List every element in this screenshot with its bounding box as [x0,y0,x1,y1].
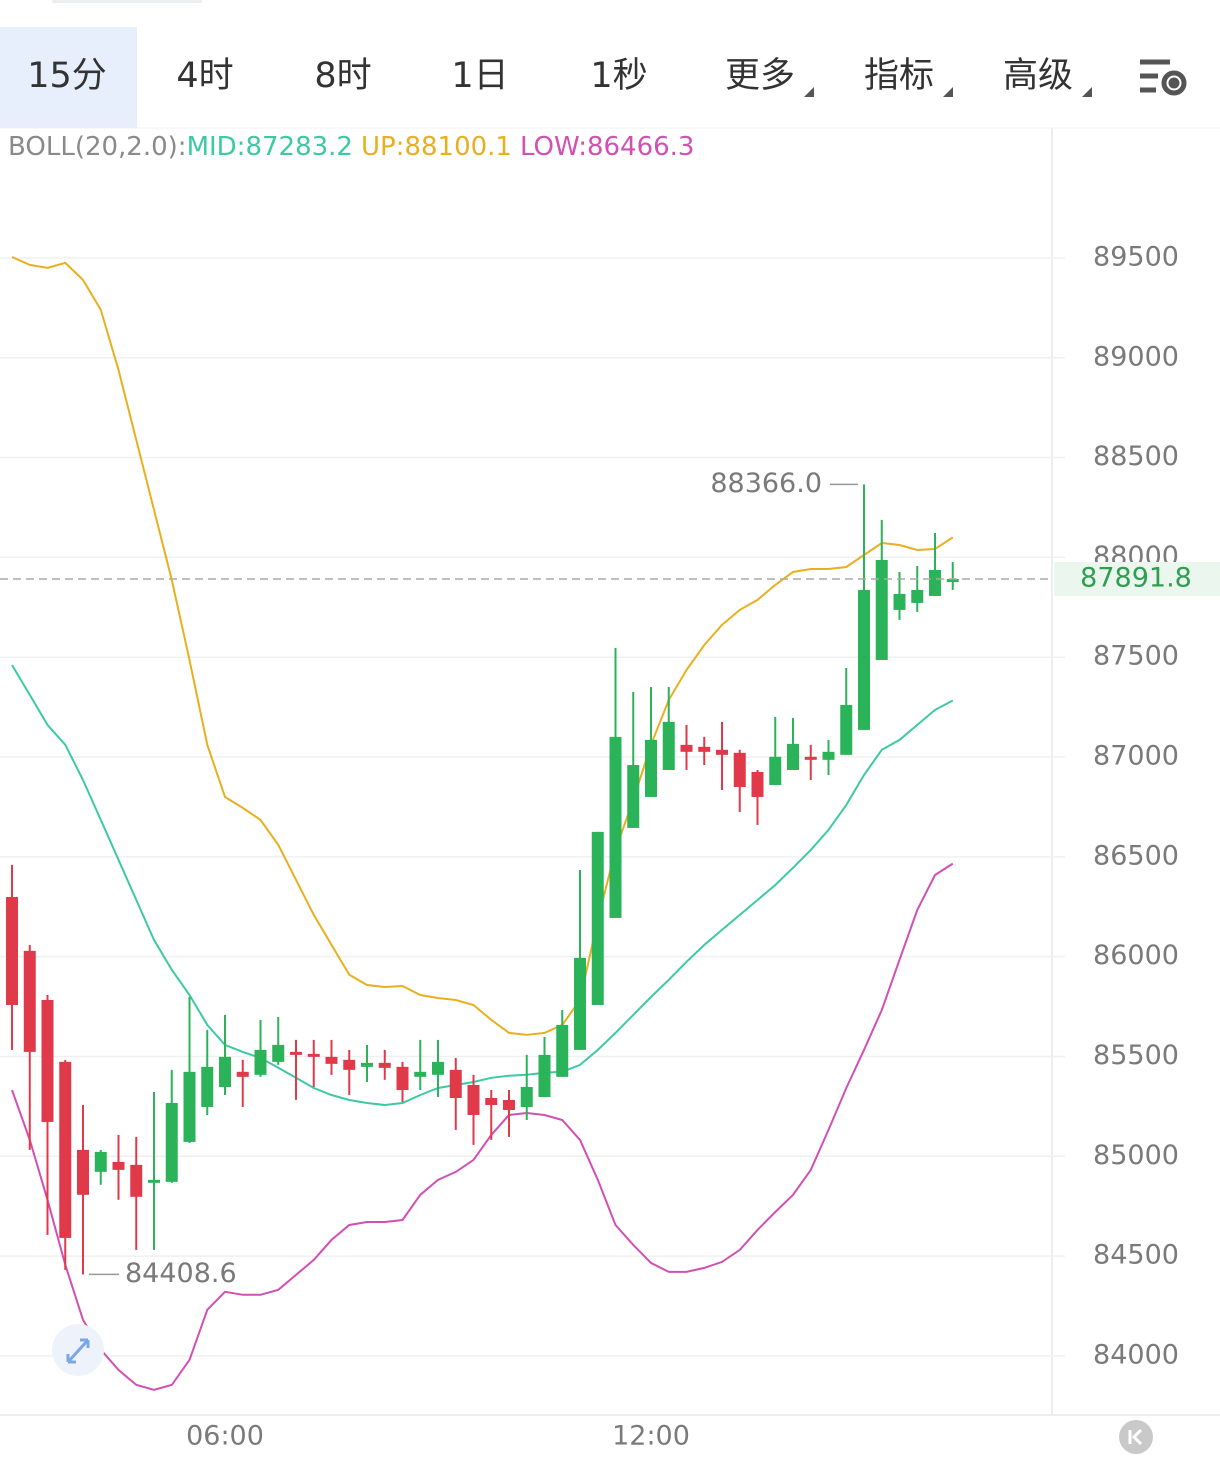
candle-body [503,1099,515,1110]
tab[interactable]: 1秒 [590,56,647,96]
y-tick-label: 89000 [1093,341,1179,372]
tab-bar: 15分 4时 8时 1日 1秒 更多 指标 高级 [27,56,1073,96]
tab[interactable]: 指标 [864,56,934,96]
candle-body [219,1056,231,1088]
candle-body [787,743,799,771]
annotation-label: 84408.6 [125,1258,237,1289]
candle-body [361,1062,373,1067]
candle-body [804,756,817,760]
dropdown-arrows [804,87,1092,97]
candle-body [165,1102,178,1182]
candle-body [858,589,870,730]
scroll-indicator [52,0,202,3]
candle-body [556,1024,569,1077]
candle-body [183,1071,196,1142]
candle-body [378,1062,391,1068]
expand-button[interactable] [52,1324,104,1376]
candle-body [680,744,693,752]
candle-body [307,1053,320,1057]
candle-body [698,746,711,752]
y-tick-label: 85500 [1093,1040,1179,1071]
candle-body [272,1044,285,1062]
candle-body [254,1049,267,1075]
annotation-label: 88366.0 [710,468,822,499]
candle-body [911,589,924,603]
candle-body [236,1071,249,1077]
candle-body [591,831,604,1005]
indicator-label: BOLL(20,2.0): [8,132,187,162]
legend-value: 87283.2 [245,132,353,162]
y-tick-label: 86500 [1093,840,1179,871]
active-tab-bg [0,27,137,128]
settings-icon[interactable] [1140,59,1187,96]
candle-body [645,739,657,797]
x-tick-label: 06:00 [186,1421,264,1452]
candle-body [751,771,764,797]
tab[interactable]: 4时 [176,56,233,96]
tab[interactable]: 高级 [1003,56,1073,96]
candle-body [538,1054,551,1097]
candle-body [77,1149,89,1195]
candle-body [733,752,746,787]
candle-body [23,950,36,1052]
candle-body [609,736,622,918]
boll-line [11,256,954,1036]
legend-value: 86466.3 [587,132,695,162]
y-tick-label: 86000 [1093,940,1179,971]
candle-body [396,1066,409,1091]
tab[interactable]: 更多 [725,56,795,96]
y-tick-label: 88500 [1093,441,1179,472]
candle-body [94,1151,107,1172]
candle-body [130,1164,143,1197]
tab[interactable]: 15分 [27,56,107,96]
y-tick-label: 85000 [1093,1140,1179,1171]
legend-name: UP: [361,132,404,162]
last-price-box [1054,561,1220,596]
candle-body [893,593,906,610]
legend-name: MID: [187,132,246,162]
indicator-legend: BOLL(20,2.0):MID:87283.2 UP:88100.1 LOW:86… [8,132,694,162]
boll-line [11,862,954,1391]
boll-line [11,664,954,1107]
candle-body [290,1051,302,1055]
candle-body [769,756,782,785]
candle-body [840,704,853,755]
y-tick-label: 89500 [1093,241,1179,272]
candle-body [467,1085,480,1115]
tab[interactable]: 8时 [314,56,371,96]
candle-body [414,1071,427,1077]
candle-body [343,1059,356,1070]
legend-value: 88100.1 [404,132,512,162]
candle-body [201,1066,214,1107]
y-tick-label: 87500 [1093,641,1179,672]
legend-name: LOW: [520,132,587,162]
plot: 84000 84500 85000 85500 86000 86500 87000 87500… [0,241,1220,1452]
candle-body [325,1056,338,1064]
candle-body [662,721,675,771]
candle-body [627,765,640,828]
last-price-label: 87891.8 [1080,562,1192,593]
candle-body [574,957,586,1050]
x-tick-label: 12:00 [612,1421,690,1452]
candle-body [59,1061,72,1238]
y-tick-label: 84000 [1093,1339,1179,1370]
y-tick-label: 87000 [1093,741,1179,772]
candle-body [520,1087,533,1107]
candle-body [449,1069,462,1098]
y-tick-label: 84500 [1093,1240,1179,1271]
candle-body [716,749,728,755]
candle-body [822,751,835,760]
candle-body [432,1061,444,1075]
candle-body [875,559,888,661]
tab[interactable]: 1日 [451,56,508,96]
candle-body [41,999,54,1122]
candle-body [148,1179,160,1183]
candle-body [6,896,18,1005]
collapse-button[interactable] [1119,1420,1153,1454]
candle-body [485,1097,498,1105]
candle-body [929,569,941,596]
candle-body [112,1161,125,1170]
candle-body [946,578,959,582]
